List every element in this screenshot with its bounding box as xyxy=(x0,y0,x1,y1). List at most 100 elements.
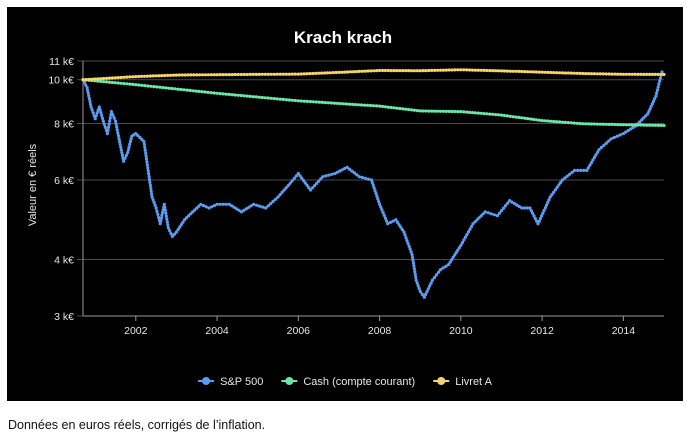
data-point xyxy=(578,121,582,126)
data-point xyxy=(555,185,559,189)
data-point xyxy=(215,91,219,95)
data-point xyxy=(497,113,501,117)
data-point xyxy=(140,74,144,78)
data-point xyxy=(155,209,159,213)
caption: Données en euros réels, corrigés de l’in… xyxy=(8,418,266,432)
data-point xyxy=(157,215,161,220)
data-point xyxy=(160,211,165,215)
data-point xyxy=(402,230,406,234)
data-point xyxy=(592,72,596,76)
x-tick-label: 2014 xyxy=(612,325,636,337)
data-point xyxy=(95,111,99,115)
data-point xyxy=(389,69,393,73)
data-point xyxy=(469,224,474,229)
data-point xyxy=(495,214,499,218)
data-point xyxy=(127,145,131,149)
data-point xyxy=(173,87,177,91)
data-point xyxy=(375,69,379,73)
data-point xyxy=(604,141,608,145)
data-point xyxy=(182,88,186,92)
data-point xyxy=(93,117,97,121)
data-point xyxy=(366,177,370,181)
data-point xyxy=(405,239,409,243)
data-point xyxy=(441,266,445,270)
data-point xyxy=(441,68,445,72)
data-point xyxy=(81,78,85,82)
data-point xyxy=(147,172,151,176)
data-point xyxy=(266,96,270,100)
data-point xyxy=(465,110,469,114)
data-point xyxy=(397,223,401,227)
data-point xyxy=(395,220,400,224)
data-point xyxy=(526,117,530,121)
data-point xyxy=(662,123,666,128)
data-point xyxy=(589,161,594,165)
data-point xyxy=(378,68,382,73)
data-point xyxy=(374,191,378,196)
data-point xyxy=(183,73,187,77)
data-point xyxy=(106,125,111,129)
data-point xyxy=(386,222,390,226)
data-point xyxy=(333,171,337,176)
data-point xyxy=(338,102,343,106)
data-point xyxy=(654,94,658,98)
data-point xyxy=(245,72,249,77)
data-point xyxy=(174,73,178,77)
data-point xyxy=(553,188,558,192)
data-point xyxy=(317,71,321,75)
data-point xyxy=(236,93,240,97)
legend-item[interactable]: Cash (compte courant) xyxy=(281,376,415,388)
data-point xyxy=(570,170,574,174)
x-tick-label: 2004 xyxy=(205,325,229,337)
data-point xyxy=(503,204,508,208)
data-point xyxy=(305,183,309,187)
legend-item[interactable]: Livret A xyxy=(433,376,493,388)
data-point xyxy=(409,69,414,73)
data-point xyxy=(531,211,535,215)
data-point xyxy=(381,211,385,215)
y-tick-label: 3 k€ xyxy=(54,311,74,323)
data-point xyxy=(296,72,300,76)
data-point xyxy=(372,186,376,190)
data-point xyxy=(307,186,311,190)
data-point xyxy=(656,123,660,127)
data-point xyxy=(373,189,377,193)
data-point xyxy=(99,111,103,115)
data-point xyxy=(280,190,284,194)
data-point xyxy=(395,106,399,110)
data-point xyxy=(308,100,312,104)
data-point xyxy=(627,123,631,127)
data-point xyxy=(403,233,407,237)
data-point xyxy=(142,74,147,78)
data-point xyxy=(639,123,643,127)
legend-item[interactable]: S&P 500 xyxy=(198,376,263,388)
data-point xyxy=(589,72,594,76)
data-point xyxy=(239,93,243,98)
data-point xyxy=(299,72,303,76)
data-point xyxy=(151,74,155,78)
y-axis-title: Valeur en € réels xyxy=(27,143,39,226)
data-point xyxy=(394,218,398,222)
data-point xyxy=(296,99,300,103)
data-point xyxy=(269,96,273,100)
data-point xyxy=(659,123,663,127)
data-point xyxy=(647,72,652,76)
data-point xyxy=(434,273,439,277)
data-point xyxy=(183,218,187,222)
data-point xyxy=(172,232,176,236)
data-point xyxy=(97,105,101,109)
data-point xyxy=(468,68,472,72)
data-point xyxy=(652,99,656,103)
legend-swatch-marker xyxy=(202,377,211,385)
data-point xyxy=(271,199,275,203)
data-point xyxy=(326,101,330,105)
data-point xyxy=(218,202,222,206)
data-point xyxy=(294,174,298,178)
data-point xyxy=(138,135,142,140)
data-point xyxy=(648,107,652,111)
data-point xyxy=(147,175,151,179)
data-point xyxy=(533,216,537,221)
data-point xyxy=(245,94,249,98)
data-point xyxy=(93,77,97,81)
data-point xyxy=(174,230,178,234)
